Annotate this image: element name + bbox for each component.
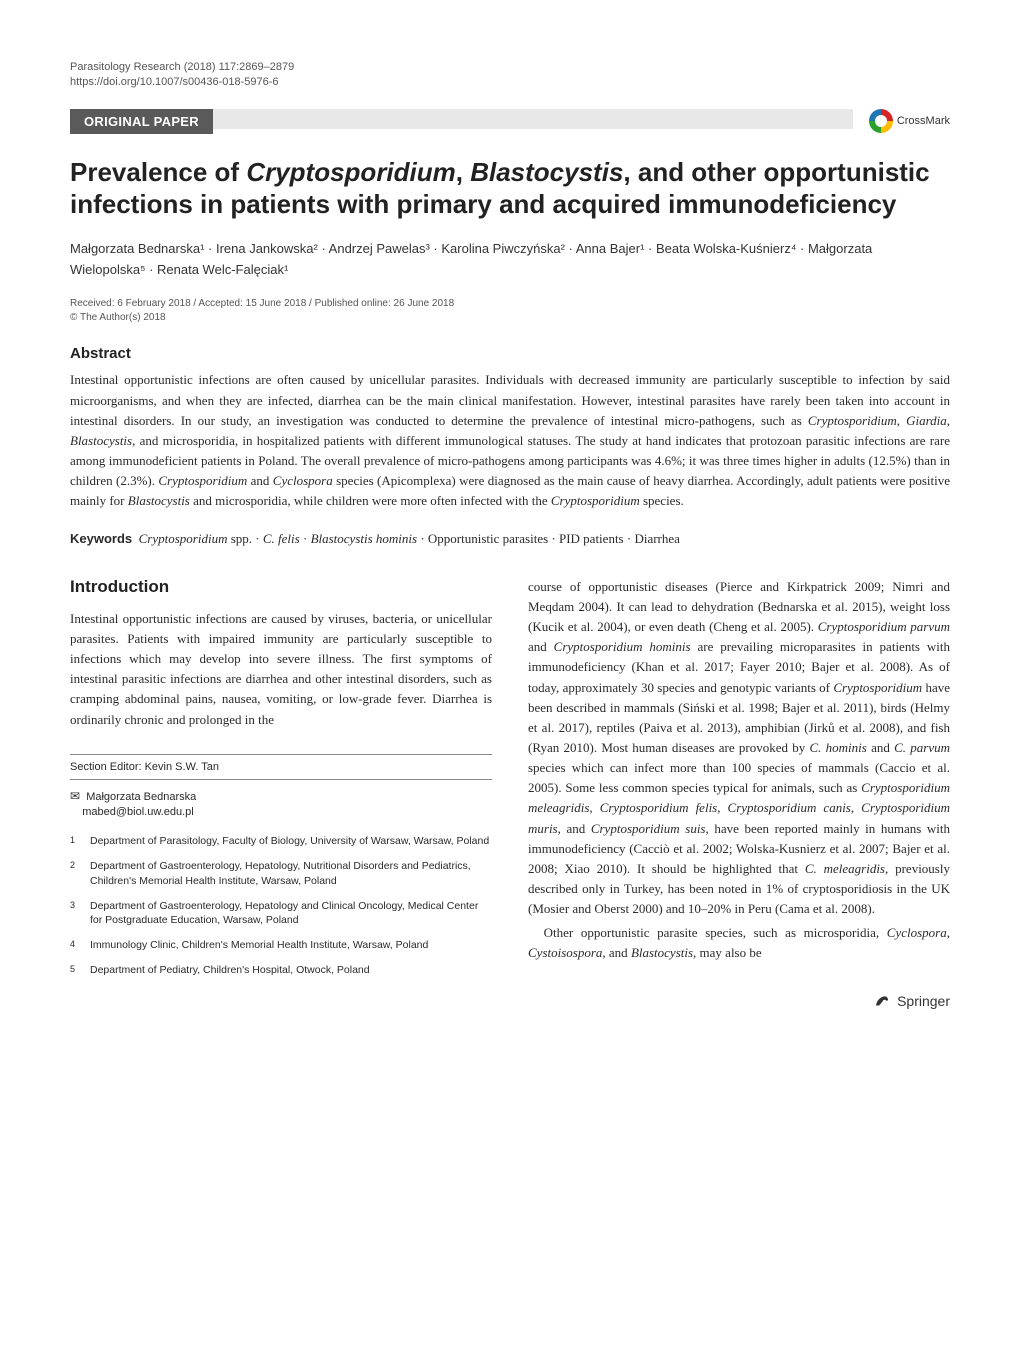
affiliation-item: 1 Department of Parasitology, Faculty of… [70, 834, 492, 849]
right-paragraph-1: course of opportunistic diseases (Pierce… [528, 577, 950, 919]
title-seg-italic: Blastocystis [470, 157, 623, 187]
body-seg-italic: Cryptosporidium canis [728, 800, 851, 815]
affiliation-num: 3 [70, 899, 78, 928]
body-seg: , may also be [693, 945, 762, 960]
affiliation-text: Department of Gastroenterology, Hepatolo… [90, 859, 492, 888]
affiliation-item: 5 Department of Pediatry, Children's Hos… [70, 963, 492, 978]
keyword-italic: Blastocystis hominis [311, 531, 418, 546]
abstract-seg-italic: Blastocystis [70, 433, 132, 448]
keywords-line: Keywords Cryptosporidium spp. · C. felis… [70, 529, 950, 549]
abstract-seg: and microsporidia, while children were m… [190, 493, 551, 508]
body-seg: , and [558, 821, 591, 836]
body-seg-italic: Cryptosporidium parvum [818, 619, 950, 634]
title-seg: , [456, 157, 470, 187]
body-seg: Other opportunistic parasite species, su… [544, 925, 887, 940]
copyright-line: © The Author(s) 2018 [70, 312, 950, 323]
body-seg-italic: C. hominis [810, 740, 867, 755]
body-seg-italic: Cryptosporidium [833, 680, 922, 695]
body-columns: Introduction Intestinal opportunistic in… [70, 577, 950, 1010]
body-seg-italic: Cystoisospora [528, 945, 602, 960]
abstract-seg-italic: Blastocystis [128, 493, 190, 508]
crossmark-label: CrossMark [897, 115, 950, 127]
affiliation-item: 4 Immunology Clinic, Children's Memorial… [70, 938, 492, 953]
left-column: Introduction Intestinal opportunistic in… [70, 577, 492, 1010]
abstract-seg: and [247, 473, 273, 488]
body-seg-italic: C. parvum [894, 740, 950, 755]
abstract-seg: , [947, 413, 950, 428]
affiliation-item: 2 Department of Gastroenterology, Hepato… [70, 859, 492, 888]
body-seg-italic: Blastocystis [631, 945, 693, 960]
keyword-seg: · [300, 531, 311, 546]
doi-line: https://doi.org/10.1007/s00436-018-5976-… [70, 75, 950, 90]
authors-line: Małgorzata Bednarska¹ · Irena Jankowska²… [70, 239, 950, 281]
right-paragraph-2: Other opportunistic parasite species, su… [528, 923, 950, 963]
body-seg-italic: C. meleagridis [805, 861, 885, 876]
abstract-text: Intestinal opportunistic infections are … [70, 370, 950, 511]
abstract-seg-italic: Giardia [906, 413, 947, 428]
keyword-italic: C. felis [263, 531, 300, 546]
abstract-seg-italic: Cyclospora [273, 473, 333, 488]
corr-name: Małgorzata Bednarska [86, 791, 196, 803]
keywords-label: Keywords [70, 531, 132, 546]
paper-title: Prevalence of Cryptosporidium, Blastocys… [70, 156, 950, 221]
abstract-seg-italic: Cryptosporidium [808, 413, 897, 428]
keyword-seg: · Opportunistic parasites · PID patients… [417, 531, 680, 546]
affiliation-text: Department of Pediatry, Children's Hospi… [90, 963, 370, 978]
affiliation-text: Immunology Clinic, Children's Memorial H… [90, 938, 428, 953]
paper-type-bar [213, 109, 853, 129]
abstract-seg: species. [640, 493, 684, 508]
body-seg: , and [602, 945, 631, 960]
body-seg: , [717, 800, 727, 815]
footer-info-block: Section Editor: Kevin S.W. Tan ✉ Małgorz… [70, 754, 492, 978]
body-seg-italic: Cryptosporidium suis [591, 821, 706, 836]
affiliation-text: Department of Parasitology, Faculty of B… [90, 834, 489, 849]
journal-meta: Parasitology Research (2018) 117:2869–28… [70, 60, 950, 91]
abstract-seg-italic: Cryptosporidium [551, 493, 640, 508]
section-editor-line: Section Editor: Kevin S.W. Tan [70, 761, 492, 780]
body-seg: and [867, 740, 894, 755]
journal-reference: Parasitology Research (2018) 117:2869–28… [70, 60, 950, 75]
body-seg: , [947, 925, 950, 940]
abstract-seg-italic: Cryptosporidium [158, 473, 247, 488]
keyword-seg: spp. · [227, 531, 262, 546]
affiliation-num: 4 [70, 938, 78, 953]
affiliation-num: 5 [70, 963, 78, 978]
introduction-heading: Introduction [70, 577, 492, 597]
affiliation-num: 2 [70, 859, 78, 888]
crossmark-icon [869, 109, 893, 133]
affiliation-num: 1 [70, 834, 78, 849]
title-seg: Prevalence of [70, 157, 246, 187]
publisher-footer: Springer [528, 992, 950, 1010]
title-seg-italic: Cryptosporidium [246, 157, 455, 187]
body-seg-italic: Cyclospora [887, 925, 947, 940]
body-seg-italic: Cryptosporidium felis [600, 800, 718, 815]
intro-paragraph: Intestinal opportunistic infections are … [70, 609, 492, 730]
keyword-italic: Cryptosporidium [139, 531, 228, 546]
affiliation-item: 3 Department of Gastroenterology, Hepato… [70, 899, 492, 928]
crossmark-badge[interactable]: CrossMark [869, 109, 950, 133]
body-seg-italic: Cryptosporidium hominis [554, 639, 691, 654]
body-seg: , [589, 800, 599, 815]
publisher-name: Springer [897, 993, 950, 1009]
publication-dates: Received: 6 February 2018 / Accepted: 15… [70, 298, 950, 309]
mail-icon: ✉ [70, 789, 80, 803]
paper-type-label: ORIGINAL PAPER [70, 109, 213, 134]
springer-horse-icon [873, 992, 891, 1010]
corr-email: mabed@biol.uw.edu.pl [82, 806, 193, 818]
body-seg: , [851, 800, 861, 815]
abstract-heading: Abstract [70, 345, 950, 362]
paper-type-row: ORIGINAL PAPER CrossMark [70, 109, 950, 134]
affiliation-text: Department of Gastroenterology, Hepatolo… [90, 899, 492, 928]
abstract-seg: , [897, 413, 906, 428]
right-column: course of opportunistic diseases (Pierce… [528, 577, 950, 1010]
corresponding-author: ✉ Małgorzata Bednarska mabed@biol.uw.edu… [70, 788, 492, 821]
body-seg: and [528, 639, 554, 654]
